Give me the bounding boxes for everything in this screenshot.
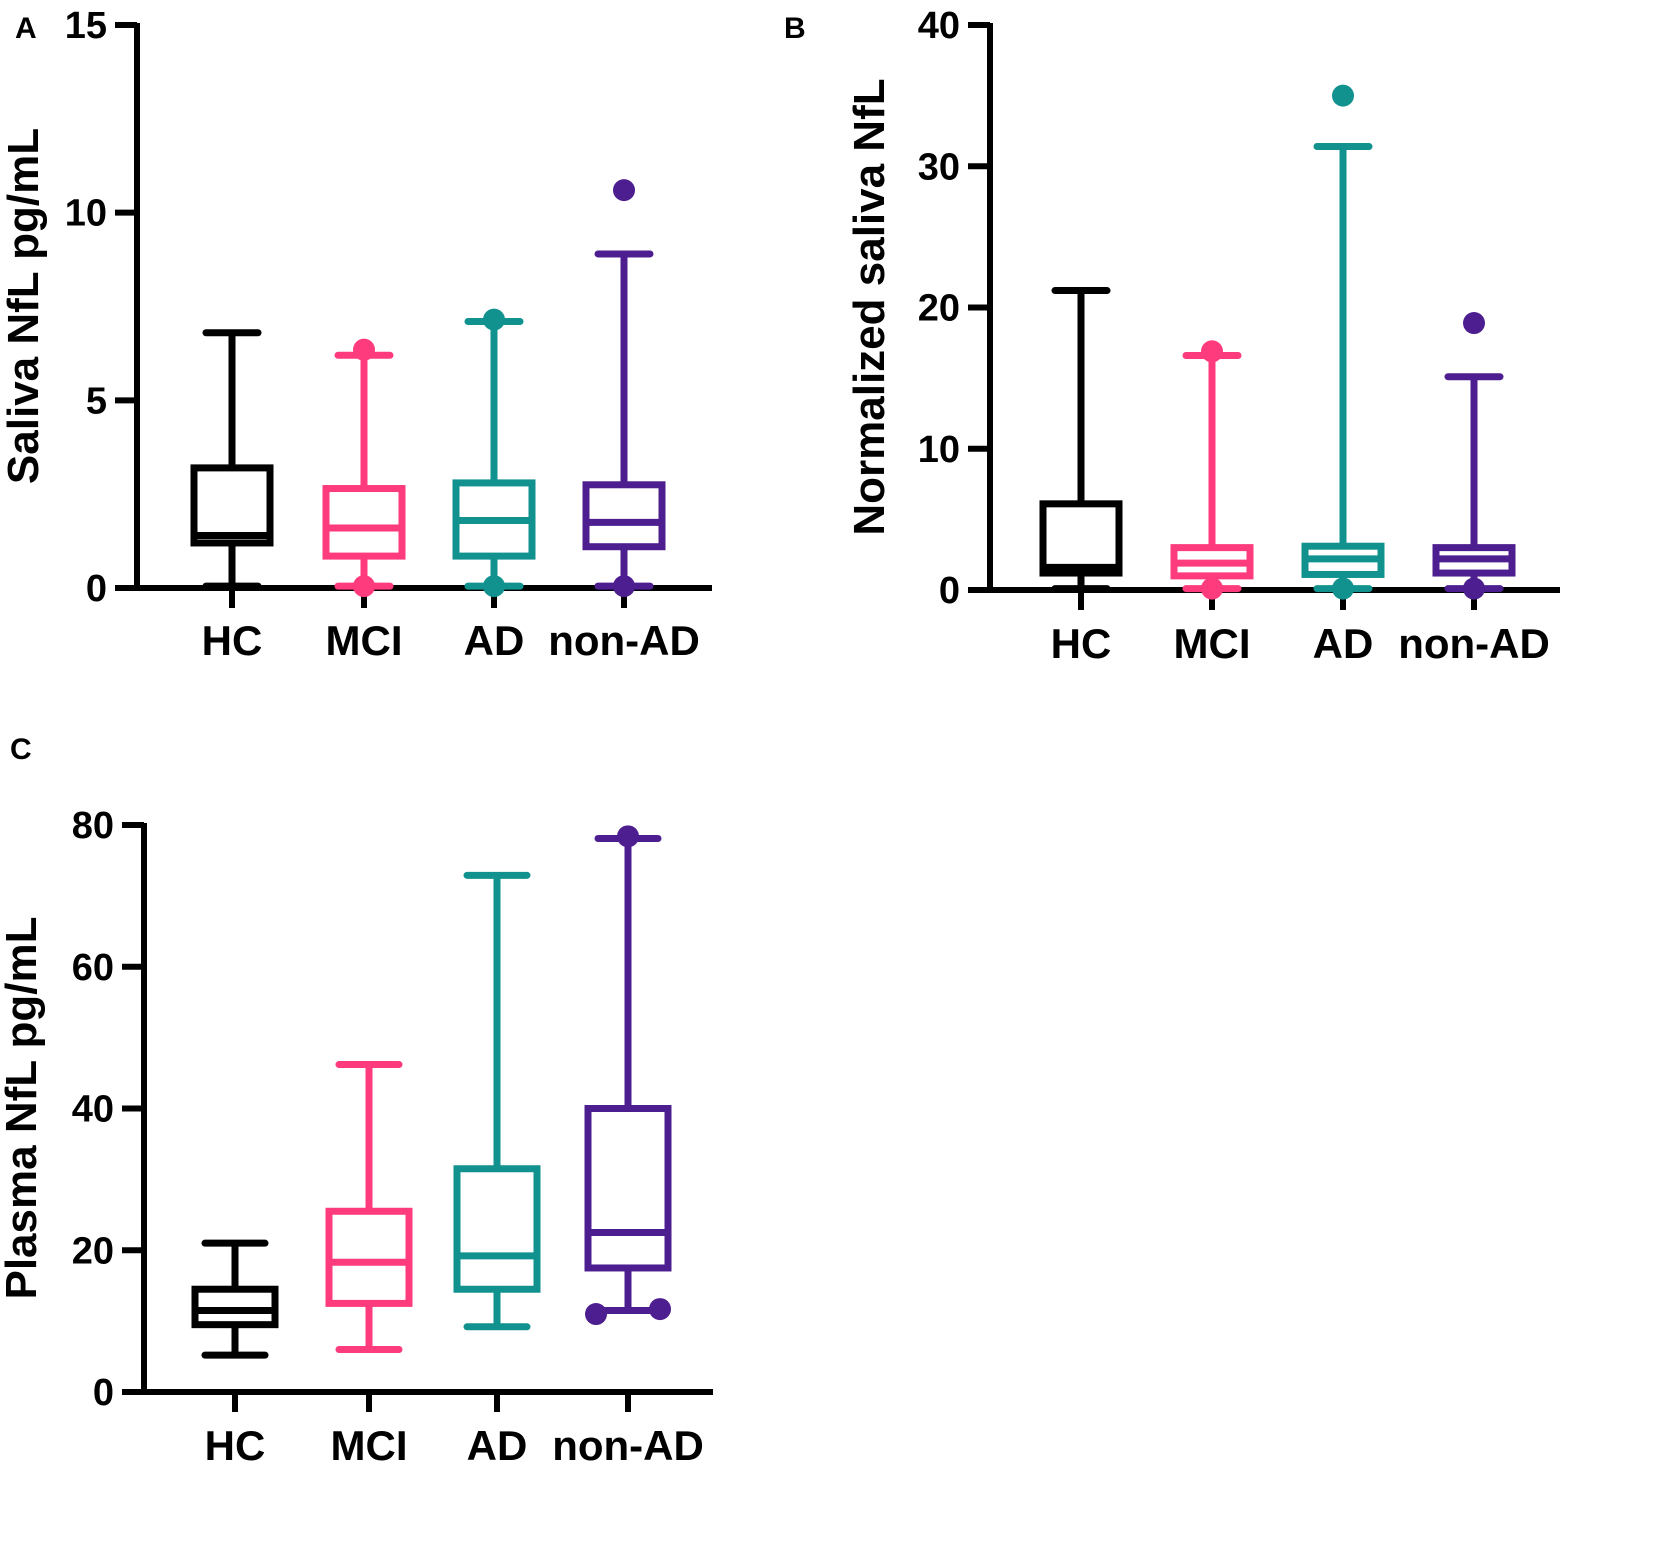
y-axis-title-B: Normalized saliva NfL <box>845 78 894 535</box>
x-tick-label-C-2: AD <box>467 1422 528 1469</box>
box-C-2 <box>453 1165 541 1293</box>
box-group-B-1 <box>1170 340 1254 600</box>
outlier-B-1-1 <box>1201 577 1223 600</box>
box-group-C-1 <box>325 1061 413 1353</box>
box-B-0 <box>1039 500 1123 577</box>
y-tick-label-B-0: 0 <box>939 570 960 612</box>
y-tick-label-C-4: 80 <box>72 805 114 847</box>
outlier-A-3-1 <box>613 575 635 598</box>
panel-label-B: B <box>784 12 806 45</box>
box-C-0 <box>191 1285 279 1329</box>
outlier-C-3-2 <box>649 1298 671 1321</box>
box-group-C-2 <box>453 871 541 1331</box>
outlier-A-1-0 <box>353 338 375 361</box>
outlier-C-3-0 <box>617 825 639 848</box>
outlier-B-1-0 <box>1201 340 1223 363</box>
box-group-A-0 <box>190 329 274 590</box>
y-tick-label-B-3: 30 <box>918 146 960 188</box>
x-tick-label-B-1: MCI <box>1174 620 1251 667</box>
panel-C: C Plasma NfL pg/mL 0 20 40 60 80 HC MCI AD non-AD <box>0 733 713 1469</box>
outlier-B-3-0 <box>1463 312 1485 335</box>
panel-label-C: C <box>10 733 32 766</box>
outlier-B-2-0 <box>1332 84 1354 107</box>
box-group-A-1 <box>322 338 406 598</box>
y-tick-label-B-1: 10 <box>918 429 960 471</box>
outlier-A-2-1 <box>483 575 505 598</box>
outlier-A-1-1 <box>353 575 375 598</box>
box-group-B-2 <box>1301 84 1385 600</box>
box-group-C-3 <box>584 825 672 1326</box>
y-tick-label-C-1: 20 <box>72 1230 114 1272</box>
x-tick-label-C-1: MCI <box>331 1422 408 1469</box>
y-tick-label-C-2: 40 <box>72 1089 114 1131</box>
x-tick-label-A-0: HC <box>202 617 263 664</box>
x-tick-label-A-2: AD <box>464 617 525 664</box>
y-axis-title-A: Saliva NfL pg/mL <box>0 128 48 484</box>
box-A-1 <box>322 485 406 560</box>
y-tick-label-B-4: 40 <box>918 5 960 47</box>
x-tick-label-B-2: AD <box>1313 620 1374 667</box>
box-group-C-0 <box>191 1239 279 1359</box>
box-A-0 <box>190 464 274 547</box>
box-group-B-0 <box>1039 287 1123 593</box>
y-tick-label-A-3: 15 <box>65 5 107 47</box>
box-C-3 <box>584 1105 672 1272</box>
panel-label-A: A <box>15 12 37 45</box>
y-tick-label-A-1: 5 <box>86 380 107 422</box>
x-tick-label-A-1: MCI <box>326 617 403 664</box>
box-group-A-2 <box>452 308 536 598</box>
y-tick-label-A-0: 0 <box>86 568 107 610</box>
box-group-B-3 <box>1432 312 1516 600</box>
x-tick-label-B-0: HC <box>1051 620 1112 667</box>
y-tick-label-B-2: 20 <box>918 288 960 330</box>
x-tick-label-C-3: non-AD <box>552 1422 704 1469</box>
box-C-1 <box>325 1207 413 1307</box>
outlier-A-3-0 <box>613 179 635 202</box>
panel-B: B Normalized saliva NfL 0 10 20 30 40 HC MCI AD no… <box>784 5 1560 667</box>
y-tick-label-A-2: 10 <box>65 193 107 235</box>
outlier-B-2-1 <box>1332 577 1354 600</box>
y-tick-label-C-0: 0 <box>93 1372 114 1414</box>
y-axis-title-C: Plasma NfL pg/mL <box>0 916 46 1299</box>
outlier-A-2-0 <box>483 308 505 331</box>
x-tick-label-C-0: HC <box>205 1422 266 1469</box>
box-group-A-3 <box>582 179 666 598</box>
x-tick-label-A-3: non-AD <box>548 617 700 664</box>
outlier-C-3-1 <box>585 1303 607 1326</box>
y-tick-label-C-3: 60 <box>72 947 114 989</box>
x-tick-label-B-3: non-AD <box>1398 620 1550 667</box>
outlier-B-3-1 <box>1463 577 1485 600</box>
panel-A: A Saliva NfL pg/mL 0 5 10 15 HC MCI AD non-AD <box>0 5 712 664</box>
box-A-3 <box>582 481 666 551</box>
